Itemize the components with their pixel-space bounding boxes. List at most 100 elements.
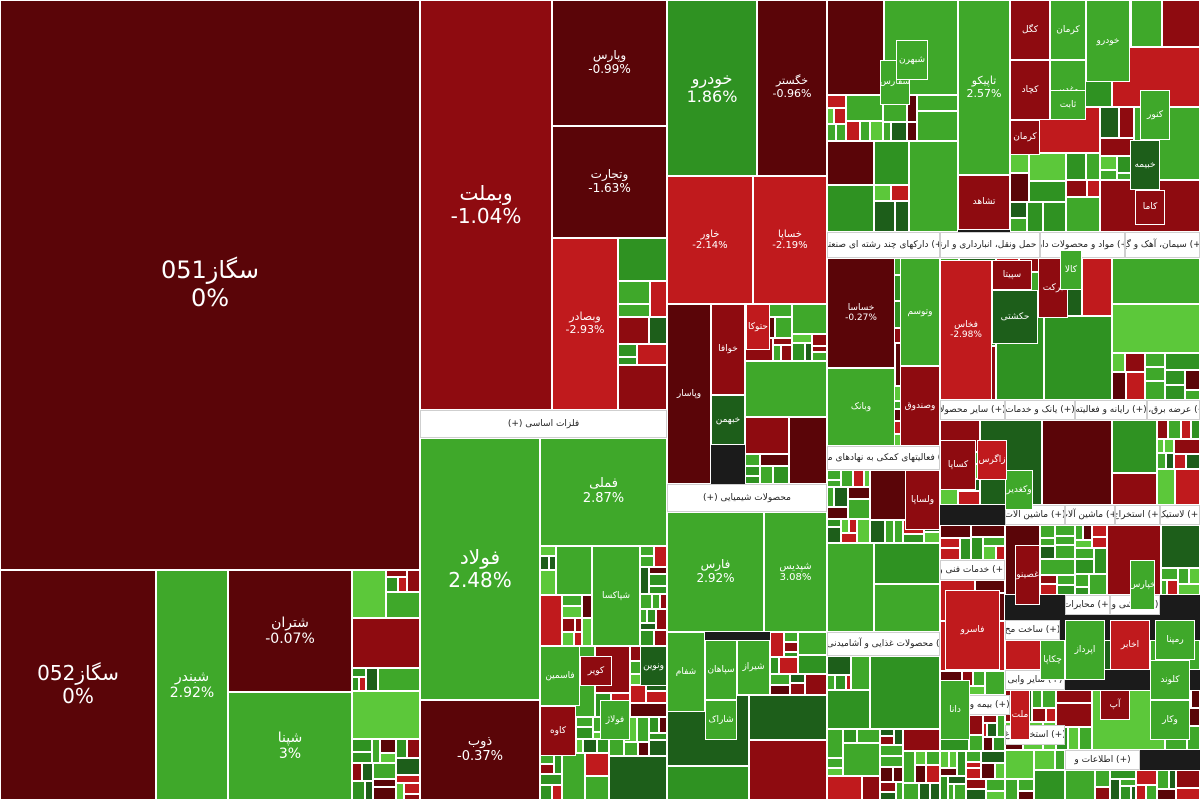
stock-tile[interactable]: خبیمه [1130, 140, 1160, 190]
stock-tile[interactable] [576, 739, 583, 753]
stock-tile[interactable]: کویر [580, 656, 612, 686]
stock-tile[interactable] [880, 756, 903, 767]
stock-tile[interactable] [649, 717, 659, 733]
stock-tile[interactable] [903, 783, 919, 800]
stock-tile[interactable] [1175, 469, 1200, 505]
stock-tile[interactable] [827, 470, 841, 480]
stock-tile[interactable] [1089, 574, 1107, 595]
stock-tile[interactable] [1043, 202, 1066, 232]
stock-tile[interactable] [1034, 770, 1065, 800]
stock-tile[interactable] [652, 594, 660, 609]
stock-tile[interactable] [654, 546, 667, 567]
stock-tile[interactable] [396, 783, 404, 800]
stock-tile[interactable] [386, 570, 407, 577]
stock-tile[interactable] [646, 691, 667, 703]
stock-tile[interactable] [958, 491, 980, 505]
stock-tile[interactable] [1161, 568, 1178, 580]
stock-tile[interactable]: خپارس [1130, 560, 1155, 610]
stock-tile[interactable]: فولاژ [600, 700, 630, 740]
stock-tile[interactable] [1010, 218, 1027, 232]
stock-tile[interactable] [649, 740, 667, 756]
stock-tile[interactable] [618, 317, 649, 344]
stock-tile[interactable] [1066, 180, 1087, 197]
sector-header[interactable]: (+) ماشین آلات [1005, 505, 1065, 525]
stock-tile[interactable] [1066, 153, 1086, 180]
stock-tile[interactable]: کرمان [1010, 120, 1040, 155]
stock-tile[interactable] [924, 532, 940, 543]
stock-tile[interactable] [954, 784, 966, 800]
stock-tile[interactable] [352, 677, 359, 691]
stock-tile[interactable] [1112, 420, 1157, 473]
stock-tile[interactable]: خاور -2.14% [667, 176, 753, 304]
stock-tile[interactable] [846, 121, 860, 141]
stock-tile[interactable] [834, 108, 846, 124]
stock-tile[interactable] [1157, 439, 1164, 453]
stock-tile[interactable]: وتوسم [900, 258, 940, 366]
stock-tile[interactable]: ولساپا [905, 470, 940, 530]
stock-tile[interactable] [834, 487, 848, 507]
stock-tile[interactable] [749, 740, 827, 800]
stock-tile[interactable] [1083, 525, 1092, 540]
stock-tile[interactable] [1120, 786, 1131, 800]
stock-tile[interactable] [773, 466, 789, 484]
stock-tile[interactable] [843, 729, 857, 743]
stock-tile[interactable] [874, 141, 909, 185]
stock-tile[interactable] [864, 470, 870, 487]
stock-tile[interactable]: آپ [1100, 690, 1130, 720]
stock-tile[interactable] [562, 618, 575, 632]
stock-tile[interactable] [1079, 727, 1092, 750]
stock-tile[interactable] [973, 671, 985, 686]
stock-tile[interactable] [582, 595, 592, 618]
stock-tile[interactable] [1178, 584, 1200, 595]
stock-tile[interactable] [1075, 574, 1089, 587]
stock-tile[interactable] [1094, 548, 1107, 574]
stock-tile[interactable] [792, 343, 805, 361]
sector-header[interactable]: (+) عرضه برق، گا [1147, 400, 1200, 420]
stock-tile[interactable] [880, 782, 896, 792]
stock-tile[interactable] [827, 124, 836, 141]
stock-tile[interactable] [848, 487, 870, 499]
sector-header[interactable]: فلزات اساسی (+) [420, 410, 667, 438]
stock-tile[interactable] [940, 751, 949, 768]
stock-tile[interactable] [1075, 525, 1083, 540]
stock-tile[interactable] [812, 352, 827, 361]
sector-header[interactable]: (+) خدمات فنی و [940, 560, 1005, 580]
stock-tile[interactable] [827, 108, 834, 124]
sector-header[interactable]: (+) استخراج [1115, 505, 1160, 525]
stock-tile[interactable] [1010, 153, 1029, 173]
stock-tile[interactable]: کگل [1010, 0, 1050, 60]
stock-tile[interactable] [1131, 0, 1162, 47]
stock-tile[interactable]: شاراک [705, 700, 737, 740]
stock-tile[interactable] [805, 343, 812, 361]
stock-tile[interactable] [770, 632, 784, 657]
stock-tile[interactable] [1056, 690, 1092, 703]
stock-tile[interactable] [1145, 381, 1165, 400]
stock-tile[interactable] [637, 717, 649, 742]
stock-tile[interactable] [893, 767, 903, 782]
stock-tile[interactable] [1162, 0, 1200, 47]
stock-tile[interactable] [1075, 587, 1089, 595]
stock-tile[interactable] [540, 556, 549, 570]
stock-tile[interactable] [870, 520, 885, 543]
stock-tile[interactable] [386, 577, 398, 592]
stock-tile[interactable] [649, 574, 667, 586]
stock-tile[interactable] [656, 609, 667, 630]
stock-tile[interactable] [773, 338, 792, 345]
stock-tile[interactable] [1042, 420, 1112, 505]
stock-tile[interactable] [1191, 420, 1200, 439]
stock-tile[interactable] [630, 703, 667, 717]
stock-tile[interactable] [948, 776, 966, 784]
sector-header[interactable]: (+) محابرات [1065, 595, 1110, 615]
stock-tile[interactable] [1075, 559, 1094, 574]
stock-tile[interactable] [784, 632, 798, 642]
stock-tile[interactable] [770, 685, 790, 695]
stock-tile[interactable] [540, 595, 562, 646]
stock-tile[interactable] [880, 767, 893, 782]
stock-tile[interactable] [647, 609, 656, 623]
stock-tile[interactable] [1125, 353, 1145, 372]
stock-tile[interactable] [983, 723, 987, 737]
stock-tile[interactable] [827, 487, 834, 507]
stock-tile[interactable] [790, 683, 805, 695]
stock-tile[interactable] [907, 122, 917, 141]
stock-tile[interactable] [1191, 690, 1200, 708]
